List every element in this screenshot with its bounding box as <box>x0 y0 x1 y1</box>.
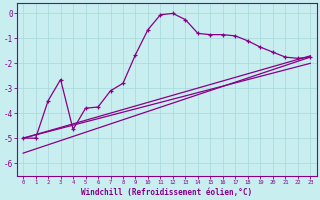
X-axis label: Windchill (Refroidissement éolien,°C): Windchill (Refroidissement éolien,°C) <box>81 188 252 197</box>
